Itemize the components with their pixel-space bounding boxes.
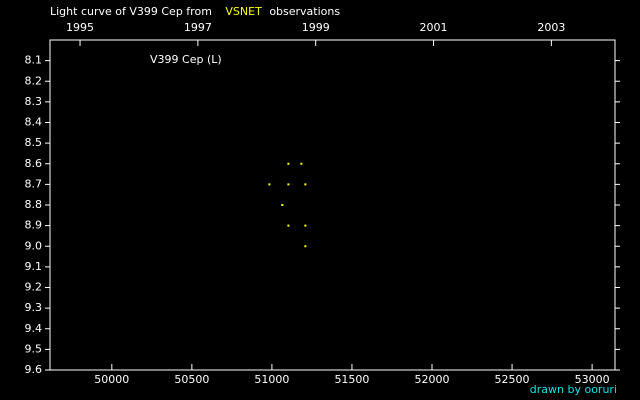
x-tick-label: 51000 bbox=[254, 373, 289, 386]
x-tick-label: 52000 bbox=[415, 373, 450, 386]
data-point bbox=[287, 162, 290, 165]
x-tick-label: 50000 bbox=[94, 373, 129, 386]
title-part: Light curve of V399 Cep from bbox=[50, 5, 212, 18]
x2-tick-label: 1997 bbox=[184, 21, 212, 34]
y-tick-label: 9.5 bbox=[25, 342, 43, 355]
y-tick-label: 8.6 bbox=[25, 157, 43, 170]
y-tick-label: 9.0 bbox=[25, 239, 43, 252]
data-point bbox=[268, 183, 271, 186]
y-tick-label: 9.6 bbox=[25, 363, 43, 376]
y-tick-label: 8.5 bbox=[25, 136, 43, 149]
data-point bbox=[281, 204, 284, 206]
x2-tick-label: 2003 bbox=[537, 21, 565, 34]
x2-tick-label: 1999 bbox=[302, 21, 330, 34]
x2-tick-label: 2001 bbox=[420, 21, 448, 34]
y-tick-label: 8.8 bbox=[25, 198, 43, 211]
annotation: V399 Cep (L) bbox=[150, 53, 222, 66]
data-point bbox=[287, 183, 290, 186]
data-point bbox=[304, 183, 307, 186]
y-tick-label: 9.2 bbox=[25, 281, 43, 294]
y-tick-label: 8.4 bbox=[25, 116, 43, 129]
x-tick-label: 50500 bbox=[174, 373, 209, 386]
y-tick-label: 8.9 bbox=[25, 219, 43, 232]
data-point bbox=[304, 224, 307, 227]
chart-title: Light curve of V399 Cep from VSNET obser… bbox=[50, 5, 340, 18]
x-tick-label: 51500 bbox=[334, 373, 369, 386]
x-tick-label: 52500 bbox=[495, 373, 530, 386]
credit: drawn by ooruri bbox=[530, 383, 617, 396]
y-tick-label: 9.1 bbox=[25, 260, 43, 273]
x-tick-label: 53000 bbox=[575, 373, 610, 386]
title-part: VSNET bbox=[225, 5, 262, 18]
x2-tick-label: 1995 bbox=[66, 21, 94, 34]
title-part: observations bbox=[269, 5, 340, 18]
data-point bbox=[304, 245, 307, 248]
y-tick-label: 8.7 bbox=[25, 177, 43, 190]
data-point bbox=[300, 162, 303, 165]
y-tick-label: 8.2 bbox=[25, 74, 43, 87]
y-tick-label: 8.3 bbox=[25, 95, 43, 108]
data-point bbox=[287, 224, 290, 227]
y-tick-label: 8.1 bbox=[25, 54, 43, 67]
y-tick-label: 9.3 bbox=[25, 301, 43, 314]
y-tick-label: 9.4 bbox=[25, 322, 43, 335]
